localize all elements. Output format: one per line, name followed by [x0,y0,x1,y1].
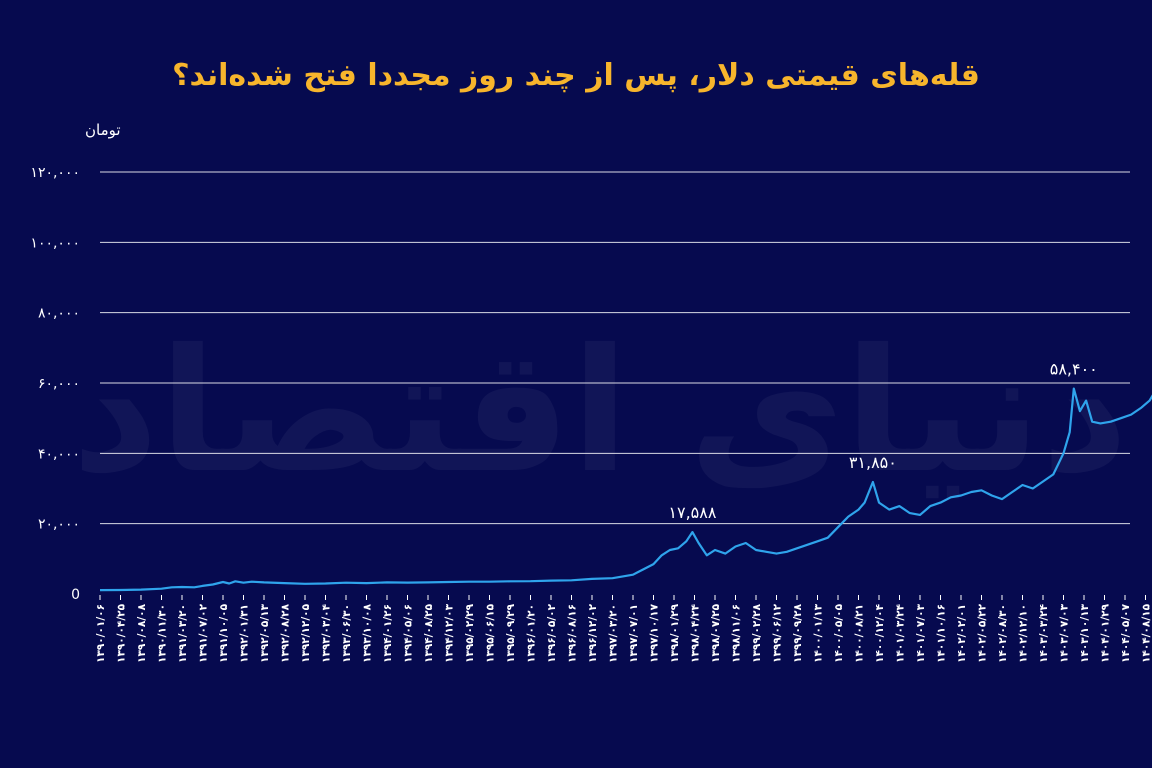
x-tick-label: ۱۳۹۶/۰۸/۱۶ [567,604,579,663]
x-tick-label: ۱۳۹۶/۰۱/۲۰ [526,604,538,663]
x-tick-label: ۱۴۰۰/۰۵/۰۵ [833,603,845,663]
x-tick-label: ۱۳۹۹/۰۹/۲۸ [792,603,804,663]
x-tick-label: ۱۴۰۳/۱۰/۱۳ [1079,603,1091,663]
x-tick-label: ۱۴۰۲/۰۵/۲۲ [977,603,989,663]
x-tick-label: ۱۴۰۲/۱۲/۱۰ [1018,604,1030,663]
peak-label: ۱۷,۵۸۸ [668,503,716,522]
x-tick-label: ۱۳۹۳/۱۰/۰۸ [362,603,374,663]
peak-label: ۵۸,۴۰۰ [1050,360,1098,379]
x-tick-label: ۱۳۹۴/۱۲/۰۳ [444,603,456,663]
watermark: دنیای اقتصاد [72,313,1129,511]
y-tick-label: ۱۰۰,۰۰۰ [30,235,80,251]
y-tick-label: ۸۰,۰۰۰ [38,306,80,322]
y-axis-unit: تومان [85,121,121,139]
peak-label: ۳۱,۸۵۰ [849,453,897,472]
x-tick-label: ۱۴۰۴/۰۸/۱۵ [1141,603,1152,663]
x-tick-label: ۱۳۹۰/۰۱/۰۶ [95,604,107,663]
x-tick-label: ۱۳۹۷/۰۷/۰۱ [628,604,640,663]
x-tick-label: ۱۳۹۸/۰۴/۲۴ [690,603,702,663]
x-tick-label: ۱۳۹۸/۰۱/۲۹ [669,603,681,663]
series-line [99,387,1152,592]
x-tick-label: ۱۳۹۲/۰۵/۱۳ [259,603,271,663]
x-tick-label: ۱۴۰۱/۱۰/۱۶ [936,604,948,663]
y-tick-label: ۲۰,۰۰۰ [38,517,80,533]
x-tick-label: ۱۳۹۱/۰۷/۰۲ [198,603,210,663]
x-tick-label: ۱۳۹۱/۱۰/۰۵ [218,603,230,663]
x-tick-label: ۱۳۹۰/۱۱/۳۰ [157,604,169,663]
y-tick-label: ۴۰,۰۰۰ [38,446,80,462]
gridlines [100,171,1130,525]
x-tick-label: ۱۳۹۴/۰۱/۲۶ [382,604,394,663]
x-tick-label: ۱۴۰۰/۰۸/۲۱ [854,604,866,663]
x-tick-label: ۱۴۰۴/۰۱/۲۹ [1100,603,1112,663]
x-tick-label: ۱۳۹۹/۰۶/۱۲ [772,603,784,663]
x-tick-label: ۱۳۹۶/۰۵/۰۲ [546,603,558,663]
x-tick-label: ۱۳۹۶/۱۲/۰۲ [587,603,599,663]
x-tick-label: ۱۳۹۳/۰۶/۳۰ [341,604,353,663]
x-tick-label: ۱۴۰۱/۰۷/۰۳ [915,603,927,663]
x-tick-label: ۱۳۹۵/۰۹/۲۹ [505,603,517,663]
x-tick-label: ۱۳۹۰/۰۸/۰۸ [136,603,148,663]
x-tick-label: ۱۳۹۵/۰۲/۲۹ [464,603,476,663]
x-tick-label: ۱۴۰۲/۰۸/۳۰ [997,604,1009,663]
y-tick-label: ۱۲۰,۰۰۰ [30,165,80,181]
x-tick-label: ۱۳۹۱/۰۳/۲۰ [177,604,189,663]
y-tick-label: ۶۰,۰۰۰ [38,376,80,392]
x-tick-label: ۱۳۹۷/۰۳/۲۰ [608,604,620,663]
y-tick-label: 0 [71,587,80,603]
x-tick-label: ۱۳۹۷/۱۰/۱۷ [649,603,661,663]
x-tick-label: ۱۴۰۳/۰۷/۰۳ [1059,603,1071,663]
x-tick-label: ۱۳۹۴/۰۸/۲۵ [423,603,435,663]
x-tick-label: ۱۳۹۴/۰۵/۰۶ [403,604,415,663]
x-tick-label: ۱۳۹۲/۰۱/۳۱ [239,604,251,663]
chart-title: قله‌های قیمتی دلار، پس از چند روز مجددا … [172,58,980,93]
x-tick-label: ۱۳۹۸/۱۱/۰۶ [731,604,743,663]
x-tick-label: ۱۴۰۰/۰۱/۱۳ [813,603,825,663]
x-tick-label: ۱۳۹۵/۰۶/۱۵ [485,603,497,663]
x-tick-label: ۱۳۹۳/۰۳/۰۴ [321,603,333,663]
x-tick-label: ۱۴۰۳/۰۳/۲۴ [1038,603,1050,663]
x-tick-label: ۱۳۹۸/۰۷/۲۵ [710,603,722,663]
x-tick-label: ۱۴۰۱/۰۳/۲۴ [895,603,907,663]
x-tick-label: ۱۳۹۲/۰۸/۲۸ [280,603,292,663]
x-tick-label: ۱۳۹۰/۰۴/۲۵ [116,603,128,663]
x-tick-label: ۱۴۰۴/۰۵/۰۷ [1120,603,1132,663]
x-tick-label: ۱۴۰۲/۰۲/۰۱ [956,604,968,663]
x-tick-label: ۱۳۹۹/۰۲/۲۸ [751,603,763,663]
y-axis-ticks: 0 ۲۰,۰۰۰ ۴۰,۰۰۰ ۶۰,۰۰۰ ۸۰,۰۰۰ ۱۰۰,۰۰۰ ۱۲۰,۰۰۰ [30,165,80,603]
x-axis-ticks: ۱۳۹۰/۰۱/۰۶ ۱۳۹۰/۰۴/۲۵ ۱۳۹۰/۰۸/۰۸ ۱۳۹۰/۱۱/۳۰… [95,595,1152,663]
x-tick-label: ۱۳۹۲/۱۲/۰۵ [300,603,312,663]
x-tick-label: ۱۴۰۰/۱۲/۰۴ [874,603,886,663]
